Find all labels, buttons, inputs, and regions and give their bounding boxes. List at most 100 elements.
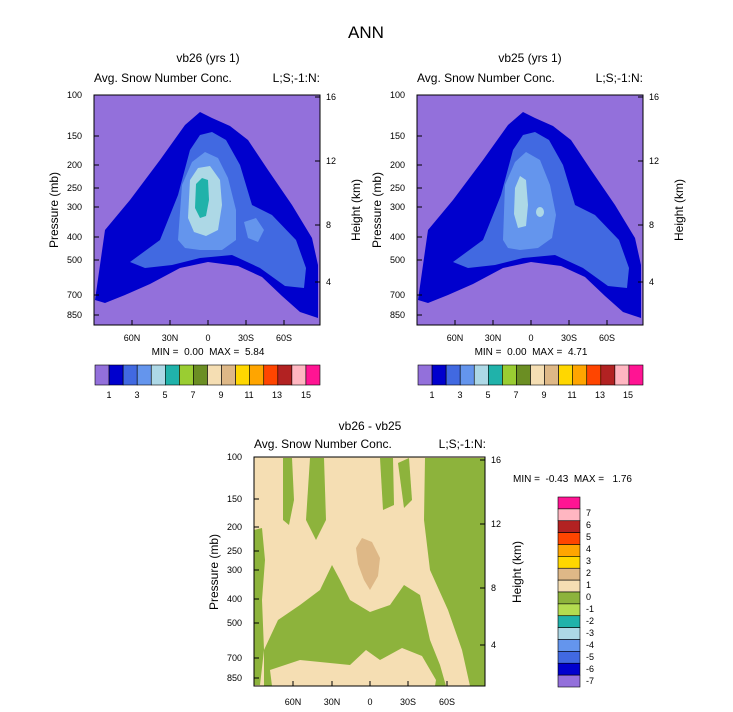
x-axis: 60N 30N 0 30S 60S <box>124 320 292 343</box>
y-right-tick-label: 12 <box>649 156 659 166</box>
x-axis: 60N 30N 0 30S 60S <box>285 681 455 707</box>
colorbar-label: 0 <box>586 592 591 602</box>
y-tick-label: 250 <box>390 183 405 193</box>
y-tick-label: 100 <box>390 90 405 100</box>
panel-title: vb25 (yrs 1) <box>498 51 561 65</box>
contour-band-3b <box>244 218 264 242</box>
x-tick-label: 60N <box>124 333 141 343</box>
x-ticks <box>454 320 608 325</box>
y-tick-label: 400 <box>227 594 242 604</box>
y-right-tick-label: 16 <box>326 92 336 102</box>
y-right-tick-label: 16 <box>649 92 659 102</box>
y-right-tick-label: 4 <box>326 277 331 287</box>
contour-field <box>417 95 643 325</box>
colorbar-swatch <box>445 364 461 386</box>
y-right-tick-label: 8 <box>649 220 654 230</box>
colorbar-swatch <box>179 364 194 386</box>
panel-subtitle-left: Avg. Snow Number Conc. <box>94 71 232 85</box>
colorbar-swatch <box>557 591 581 605</box>
y-right-axis-label: Height (km) <box>510 541 524 603</box>
colorbar-swatch <box>530 364 545 386</box>
colorbar-swatch <box>488 364 503 386</box>
x-tick-label: 60S <box>276 333 292 343</box>
plot-frame <box>416 94 644 326</box>
contour-band-neg-top1 <box>283 458 294 525</box>
page-title: ANN <box>348 23 384 42</box>
x-tick-label: 30N <box>485 333 502 343</box>
min-max-label: MIN = 0.00 MAX = 5.84 <box>152 347 265 358</box>
panel-vb25: vb25 (yrs 1) Avg. Snow Number Conc. L;S;… <box>370 51 686 400</box>
colorbar-label: 1 <box>429 390 434 400</box>
colorbar-swatch <box>207 364 222 386</box>
colorbar-swatch <box>557 508 581 522</box>
x-axis: 60N 30N 0 30S 60S <box>447 320 615 343</box>
y-right-tick-label: 12 <box>326 156 336 166</box>
colorbar-swatch <box>108 364 124 386</box>
colorbar-labels: 1 3 5 7 9 11 13 15 <box>429 390 633 400</box>
colorbar-label: 9 <box>541 390 546 400</box>
y-tick-label: 700 <box>67 290 82 300</box>
y-axis-right: 16 12 8 4 Height (km) <box>315 92 363 287</box>
colorbar-label: -5 <box>586 652 594 662</box>
colorbar-swatch <box>557 496 581 510</box>
y-tick-label: 250 <box>227 546 242 556</box>
colorbar-label: -2 <box>586 616 594 626</box>
y-tick-label: 400 <box>67 232 82 242</box>
y-tick-label: 700 <box>227 653 242 663</box>
panel-difference: vb26 - vb25 Avg. Snow Number Conc. L;S;-… <box>207 419 632 707</box>
colorbar-swatch <box>557 556 581 569</box>
plot-frame <box>93 94 321 326</box>
colorbar-swatch <box>544 364 559 386</box>
panel-subtitle-right: L;S;-1:N: <box>439 437 486 451</box>
y-right-axis-label: Height (km) <box>672 179 686 241</box>
y-ticks <box>254 456 259 679</box>
panel-subtitle-left: Avg. Snow Number Conc. <box>417 71 555 85</box>
panel-vb26: vb26 (yrs 1) Avg. Snow Number Conc. L;S;… <box>47 51 363 400</box>
colorbar-label: 7 <box>513 390 518 400</box>
colorbar-swatch <box>557 544 581 557</box>
y-axis-left: 100 150 200 250 300 400 500 700 850 Pres… <box>47 90 99 320</box>
colorbar-swatch <box>165 364 180 386</box>
y-tick-label: 400 <box>390 232 405 242</box>
y-right-tick-label: 8 <box>326 220 331 230</box>
colorbar <box>94 364 321 386</box>
colorbar-swatch <box>628 364 644 386</box>
colorbar-swatch <box>249 364 265 386</box>
colorbar-label: 7 <box>586 508 591 518</box>
colorbar-swatch <box>614 364 630 386</box>
panel-title: vb26 - vb25 <box>339 419 402 433</box>
colorbar-swatch <box>557 627 581 640</box>
contour-band-neg-right <box>424 458 485 686</box>
colorbar-label: 11 <box>567 390 576 400</box>
colorbar-swatch <box>557 532 581 545</box>
colorbar <box>557 496 581 688</box>
y-tick-label: 850 <box>67 310 82 320</box>
colorbar-swatch <box>586 364 602 386</box>
y-right-tick-label: 16 <box>491 455 501 465</box>
colorbar-label: 3 <box>134 390 139 400</box>
contour-band-5 <box>195 178 209 218</box>
y-right-ticks <box>638 96 643 283</box>
colorbar-label: 11 <box>244 390 253 400</box>
colorbar-swatch <box>600 364 616 386</box>
contour-band-3 <box>503 152 556 250</box>
colorbar-swatch <box>291 364 307 386</box>
y-tick-label: 500 <box>227 618 242 628</box>
x-tick-label: 60N <box>447 333 464 343</box>
colorbar-label: -7 <box>586 676 594 686</box>
x-tick-label: 30N <box>162 333 179 343</box>
colorbar-label: 4 <box>586 544 591 554</box>
y-axis-left: 100 150 200 250 300 400 500 700 850 Pres… <box>370 90 422 320</box>
colorbar-swatch <box>572 364 588 386</box>
y-tick-label: 850 <box>390 310 405 320</box>
contour-band-pos-bottom <box>270 648 436 686</box>
colorbar-label: 9 <box>218 390 223 400</box>
x-tick-label: 60N <box>285 697 302 707</box>
y-tick-label: 150 <box>67 131 82 141</box>
colorbar-swatch <box>193 364 208 386</box>
y-tick-label: 150 <box>390 131 405 141</box>
colorbar-swatch <box>235 364 250 386</box>
colorbar-label: 1 <box>106 390 111 400</box>
colorbar-swatch <box>557 674 581 688</box>
